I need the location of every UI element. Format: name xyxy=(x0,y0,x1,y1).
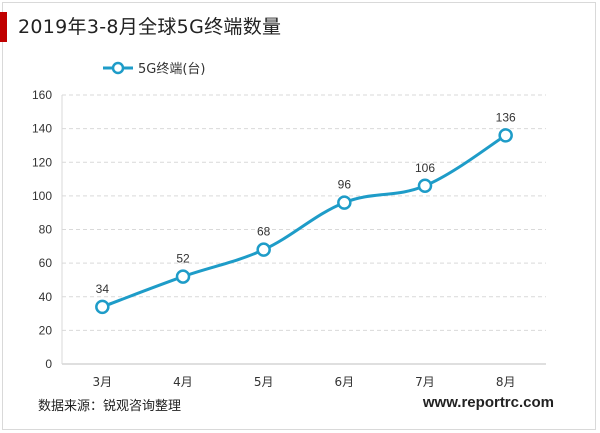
x-tick-label: 8月 xyxy=(496,375,516,389)
y-tick-label: 20 xyxy=(39,323,53,337)
data-label: 52 xyxy=(176,252,190,266)
data-point xyxy=(256,242,271,257)
y-tick-label: 120 xyxy=(32,155,52,169)
y-tick-label: 100 xyxy=(32,189,52,203)
series-line xyxy=(101,134,507,309)
data-source-note: 数据来源：锐观咨询整理 xyxy=(38,399,182,414)
y-tick-label: 40 xyxy=(39,290,53,304)
x-tick-label: 3月 xyxy=(93,375,113,389)
y-tick-label: 0 xyxy=(45,357,52,371)
data-label: 34 xyxy=(96,282,110,296)
data-label: 96 xyxy=(338,178,352,192)
data-label: 68 xyxy=(257,225,271,239)
y-tick-label: 160 xyxy=(32,88,52,102)
y-tick-label: 140 xyxy=(32,122,52,136)
legend-marker xyxy=(111,61,125,75)
data-point xyxy=(95,299,110,315)
x-tick-label: 7月 xyxy=(415,375,435,389)
x-tick-label: 5月 xyxy=(254,375,274,389)
title-accent-bar xyxy=(0,12,7,42)
website-watermark: www.reportrc.com xyxy=(422,394,554,411)
data-label: 106 xyxy=(415,161,435,175)
data-point xyxy=(175,269,191,284)
legend-label: 5G终端(台) xyxy=(138,61,206,77)
data-point xyxy=(417,178,433,194)
x-tick-label: 4月 xyxy=(173,375,193,389)
chart-title: 2019年3-8月全球5G终端数量 xyxy=(18,16,282,38)
x-tick-label: 6月 xyxy=(335,375,355,389)
data-point xyxy=(337,195,352,210)
data-point xyxy=(498,128,513,143)
y-tick-label: 80 xyxy=(39,223,53,237)
data-label: 136 xyxy=(496,110,516,124)
chart-frame xyxy=(2,2,596,430)
y-tick-label: 60 xyxy=(39,256,53,270)
